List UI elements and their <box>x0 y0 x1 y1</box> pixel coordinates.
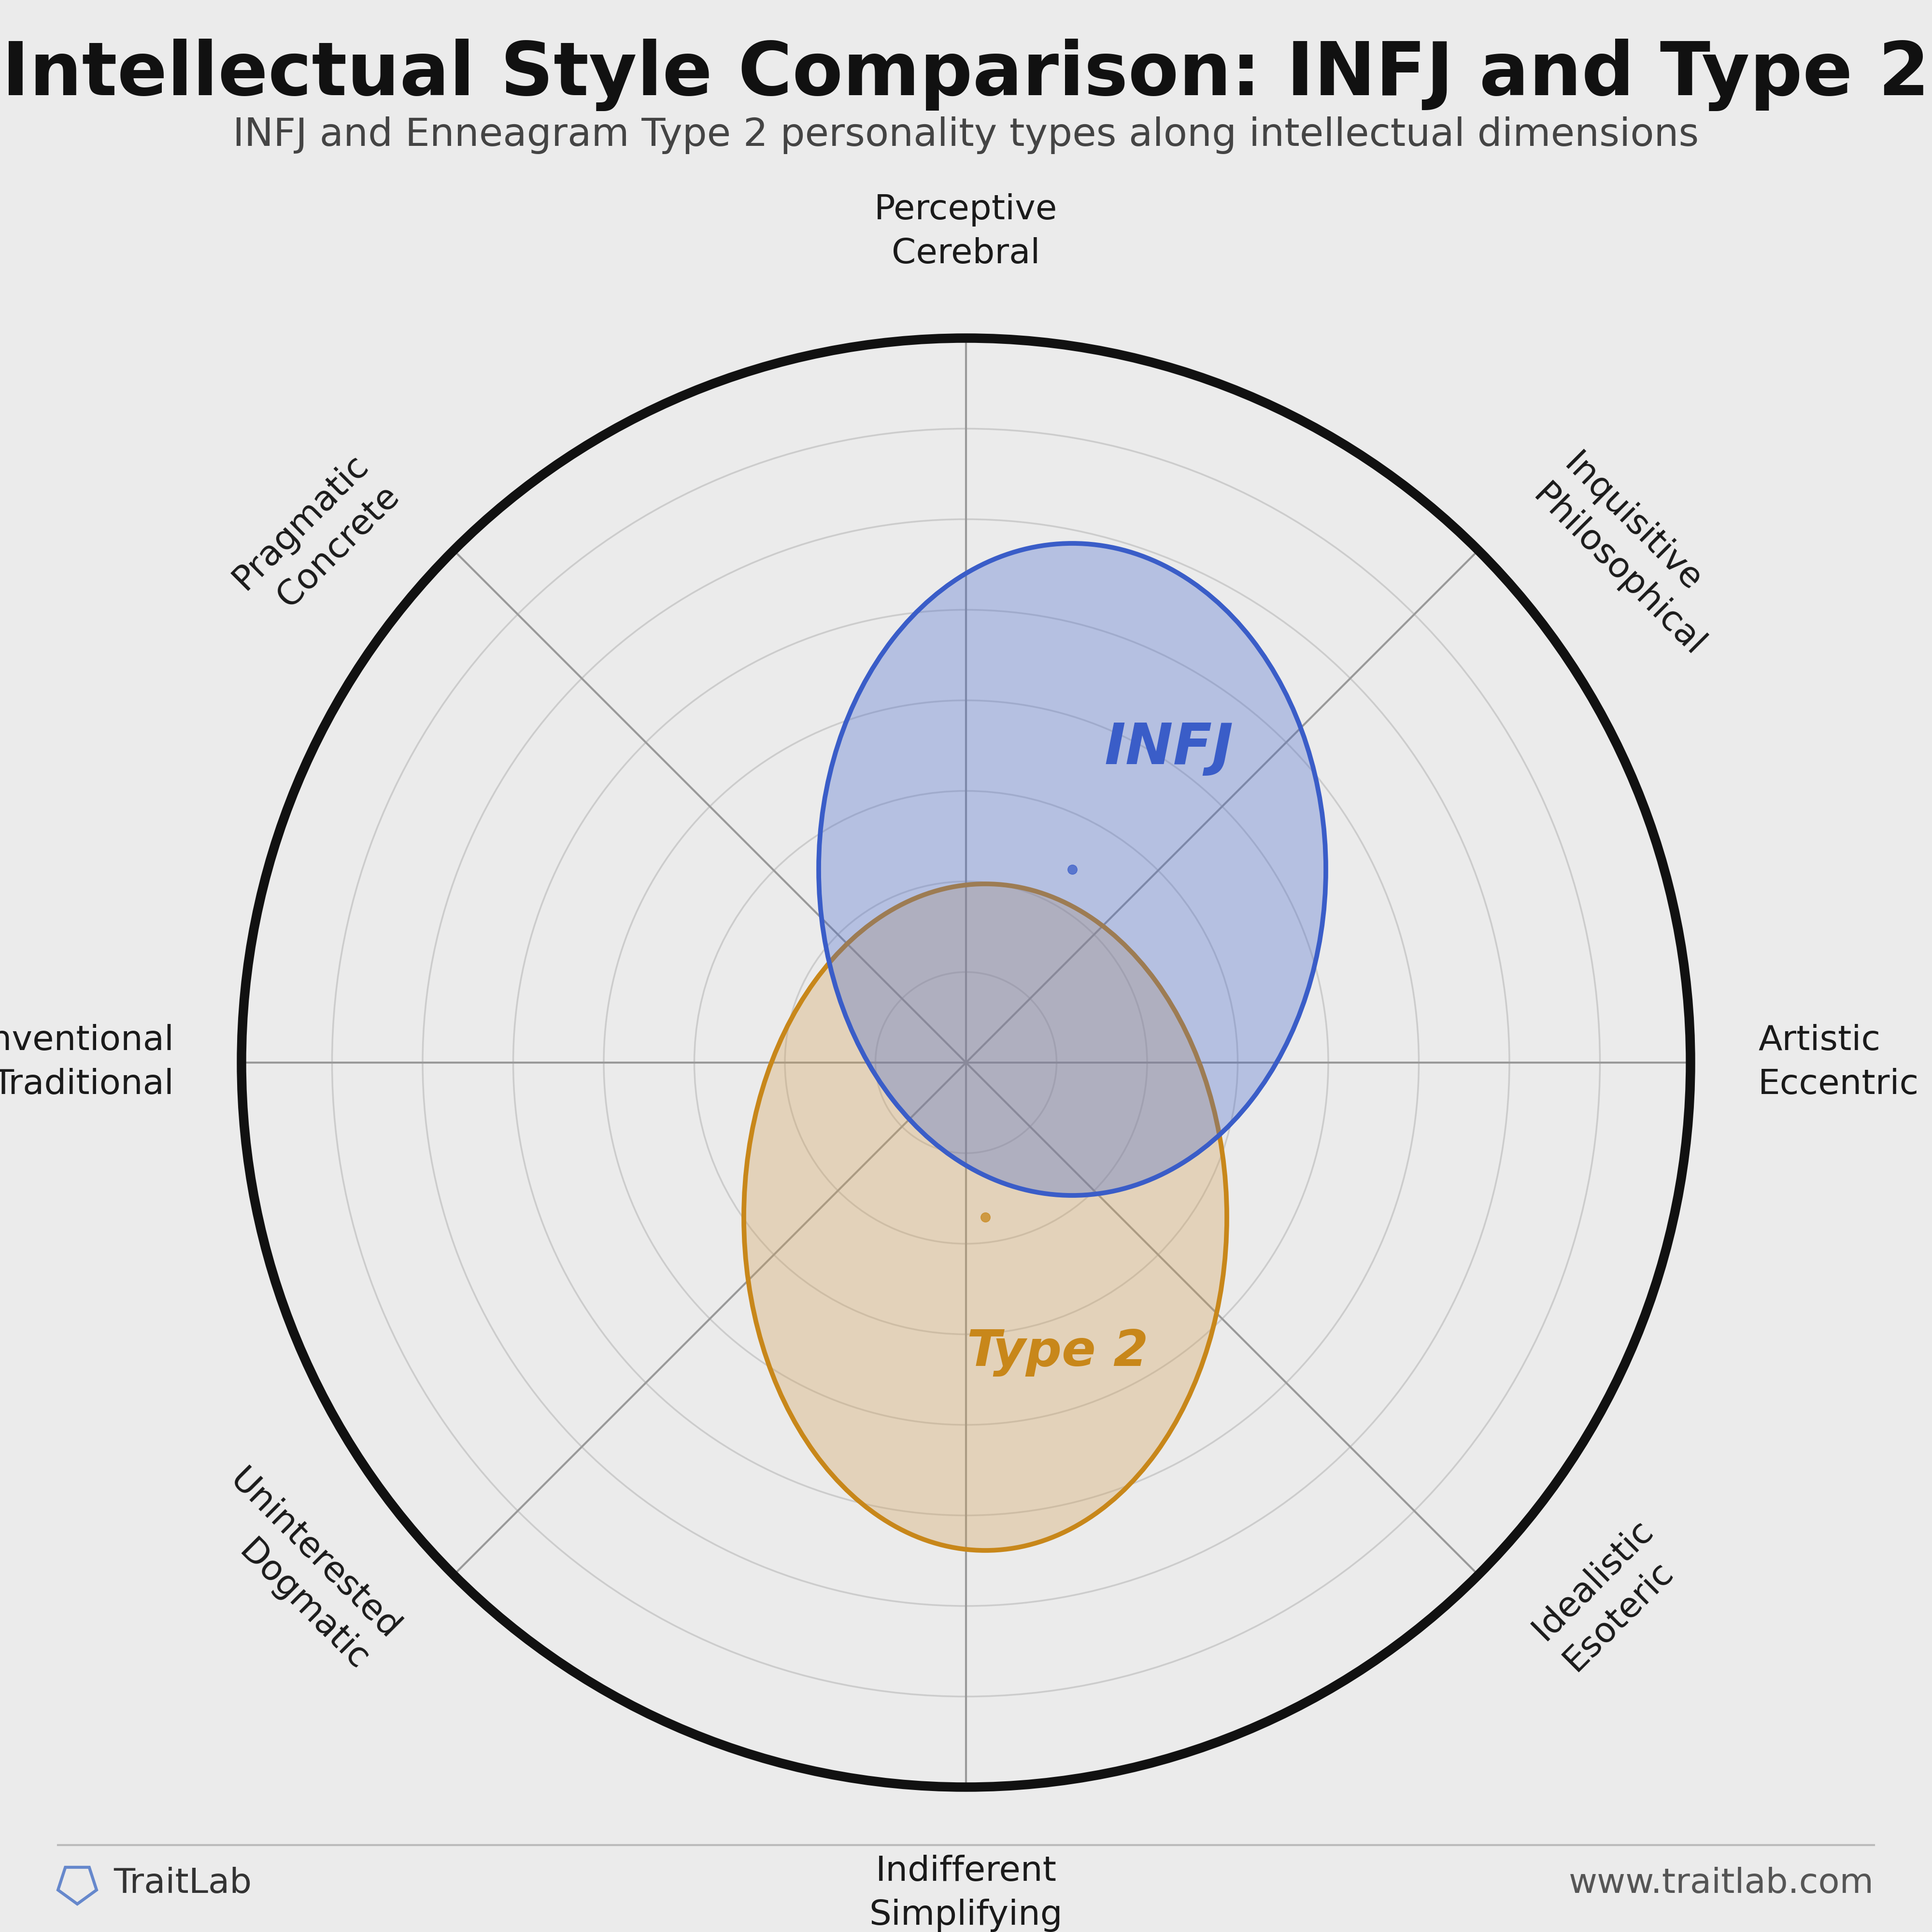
Text: Conventional
Traditional: Conventional Traditional <box>0 1024 174 1101</box>
Text: Pragmatic
Concrete: Pragmatic Concrete <box>226 448 406 628</box>
Text: INFJ and Enneagram Type 2 personality types along intellectual dimensions: INFJ and Enneagram Type 2 personality ty… <box>234 116 1698 155</box>
Text: Uninterested
Dogmatic: Uninterested Dogmatic <box>191 1464 406 1677</box>
Text: www.traitlab.com: www.traitlab.com <box>1569 1866 1874 1901</box>
Text: TraitLab: TraitLab <box>114 1866 251 1901</box>
Text: Artistic
Eccentric: Artistic Eccentric <box>1758 1024 1918 1101</box>
Text: Type 2: Type 2 <box>968 1327 1148 1378</box>
Text: Idealistic
Esoteric: Idealistic Esoteric <box>1526 1513 1690 1677</box>
Text: Inquisitive
Philosophical: Inquisitive Philosophical <box>1526 448 1741 663</box>
Text: Intellectual Style Comparison: INFJ and Type 2: Intellectual Style Comparison: INFJ and … <box>2 39 1930 110</box>
Text: INFJ: INFJ <box>1105 721 1233 777</box>
Text: Perceptive
Cerebral: Perceptive Cerebral <box>875 193 1057 270</box>
Ellipse shape <box>744 885 1227 1549</box>
Ellipse shape <box>819 543 1325 1196</box>
Text: Indifferent
Simplifying: Indifferent Simplifying <box>869 1855 1063 1932</box>
